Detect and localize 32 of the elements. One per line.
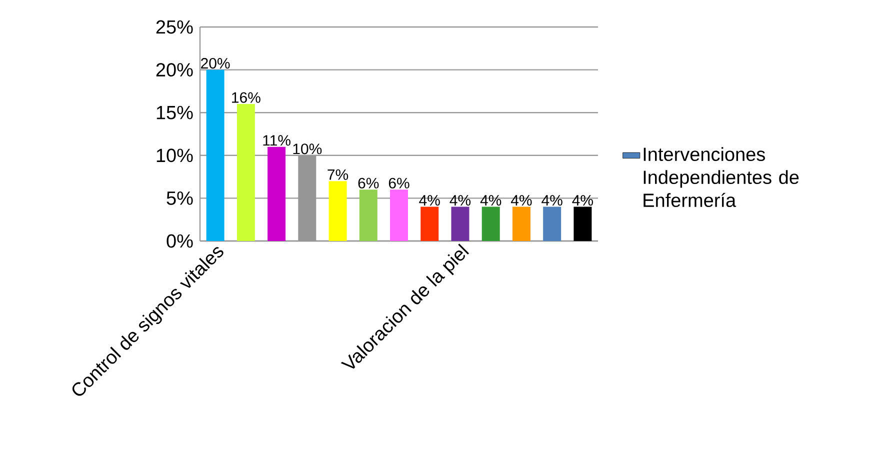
bar — [420, 206, 439, 241]
data-label: 4% — [419, 195, 440, 206]
data-label: 4% — [542, 195, 562, 206]
bar — [574, 206, 592, 241]
y-tick-label: 20% — [156, 63, 193, 77]
y-tick-label: 10% — [156, 148, 193, 162]
bar — [359, 190, 378, 241]
bar — [543, 206, 562, 241]
y-tick-label: 15% — [156, 106, 193, 120]
data-label: 6% — [388, 178, 410, 188]
bar — [451, 206, 470, 241]
bar — [206, 70, 224, 241]
bar — [268, 146, 286, 241]
bar — [512, 206, 530, 241]
bar — [390, 190, 408, 241]
legend-label: Intervenciones Independientes de Enfermería — [644, 147, 799, 208]
bar — [328, 181, 347, 241]
y-tick-label: 5% — [166, 192, 193, 205]
data-label: 4% — [450, 195, 471, 206]
y-tick-label: 0% — [166, 234, 193, 248]
data-label: 4% — [510, 195, 532, 206]
bar — [482, 206, 500, 241]
data-label: 10% — [293, 144, 322, 154]
y-tick-label: 25% — [156, 20, 193, 34]
data-label: 7% — [328, 169, 348, 180]
data-label: 11% — [263, 135, 290, 146]
data-label: 4% — [572, 195, 593, 206]
data-label: 16% — [232, 92, 260, 103]
data-label: 20% — [201, 58, 230, 69]
data-label: 4% — [480, 195, 502, 206]
data-label: 6% — [358, 178, 379, 188]
bar — [236, 104, 255, 241]
